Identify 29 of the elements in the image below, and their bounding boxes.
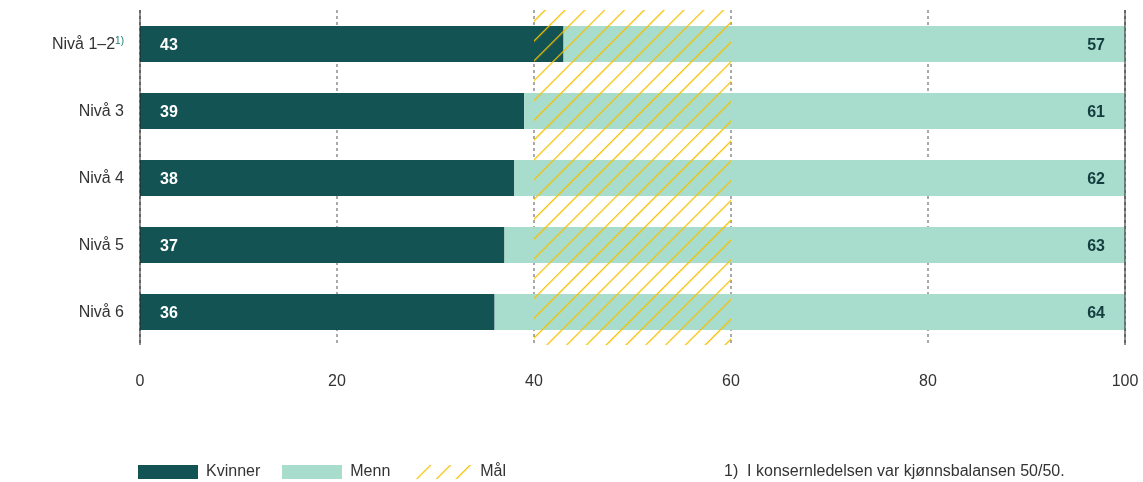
legend-label: Kvinner: [206, 462, 261, 480]
data-label: 63: [1087, 236, 1106, 254]
legend-label: Mål: [480, 462, 507, 480]
bar: [140, 160, 515, 196]
x-tick-label: 0: [135, 372, 145, 390]
data-label: 36: [160, 303, 178, 321]
x-tick-label: 80: [919, 372, 937, 390]
data-label: 62: [1087, 169, 1106, 187]
data-label: 39: [160, 102, 178, 120]
text: 1) I konsernledelsen var kjønnsbalansen 50/50.: [724, 462, 1065, 480]
data-label: 43: [160, 35, 178, 53]
bar: [140, 93, 525, 129]
bar: [140, 227, 505, 263]
y-tick-label: Nivå 3: [78, 101, 125, 119]
legend-label: Menn: [350, 462, 391, 480]
x-tick-label: 40: [525, 372, 543, 390]
x-tick-label: 60: [722, 372, 740, 390]
y-tick-label: Nivå 1–2$^{1)}$: [51, 34, 124, 52]
y-tick-label: Nivå 4: [78, 168, 125, 186]
data-label: 64: [1087, 303, 1106, 321]
bar: [140, 294, 495, 330]
data-label: 61: [1087, 102, 1106, 120]
x-tick-label: 20: [328, 372, 346, 390]
data-label: 37: [160, 236, 178, 254]
y-tick-label: Nivå 5: [78, 235, 125, 253]
data-label: 38: [160, 169, 178, 187]
y-tick-label: Nivå 6: [78, 302, 125, 320]
data-label: 57: [1087, 35, 1106, 53]
x-tick-label: 100: [1111, 372, 1139, 390]
